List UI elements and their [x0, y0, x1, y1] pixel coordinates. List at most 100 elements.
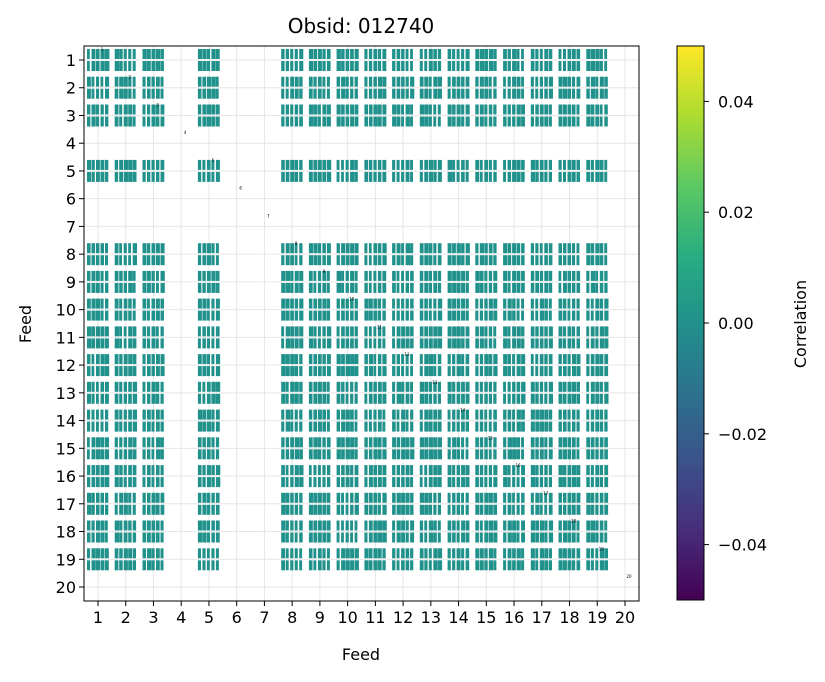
heatmap-cell — [336, 282, 341, 293]
heatmap-cell — [396, 504, 401, 515]
heatmap-cell — [160, 159, 165, 170]
heatmap-cell — [341, 61, 345, 71]
heatmap-cell — [350, 421, 354, 432]
heatmap-cell — [382, 437, 387, 448]
heatmap-cell — [202, 76, 207, 87]
heatmap-cell — [410, 465, 414, 476]
heatmap-cell — [364, 409, 368, 420]
heatmap-cell — [535, 354, 539, 365]
heatmap-cell — [345, 393, 349, 404]
y-tick-label: 17 — [56, 495, 76, 514]
heatmap-cell — [475, 437, 479, 448]
heatmap-cell — [512, 366, 516, 377]
heatmap-cell — [364, 76, 368, 87]
heatmap-cell — [392, 437, 396, 448]
heatmap-cell — [382, 326, 386, 337]
heatmap-cell — [281, 366, 286, 377]
heatmap-cell — [604, 116, 608, 127]
heatmap-cell — [507, 477, 511, 488]
heatmap-cell — [516, 477, 520, 488]
heatmap-cell — [354, 104, 359, 115]
heatmap-cell — [576, 548, 581, 559]
heatmap-cell — [202, 366, 207, 377]
heatmap-cell — [530, 421, 535, 432]
heatmap-cell — [604, 393, 609, 404]
heatmap-cell — [437, 354, 442, 365]
heatmap-cell — [317, 270, 322, 281]
diagonal-label: 19 — [599, 546, 605, 551]
heatmap-cell — [294, 88, 299, 99]
heatmap-cell — [586, 298, 590, 309]
diagonal-label: 2 — [128, 75, 131, 80]
heatmap-cell — [308, 560, 313, 571]
heatmap-cell — [350, 548, 355, 559]
heatmap-cell — [322, 104, 327, 115]
heatmap-cell — [424, 88, 429, 99]
x-axis-label: Feed — [342, 645, 380, 664]
diagonal-label: 8 — [295, 241, 298, 246]
heatmap-cell — [461, 465, 466, 476]
heatmap-cell — [479, 159, 483, 170]
heatmap-cell — [484, 548, 488, 559]
heatmap-cell — [392, 504, 396, 515]
heatmap-cell — [105, 437, 109, 448]
y-tick-label: 10 — [56, 301, 76, 320]
heatmap-cell — [281, 520, 286, 531]
heatmap-cell — [461, 243, 465, 254]
heatmap-cell — [151, 270, 155, 281]
heatmap-cell — [322, 270, 327, 281]
heatmap-cell — [516, 560, 521, 571]
heatmap-cell — [100, 393, 105, 404]
heatmap-cell — [281, 88, 285, 99]
heatmap-cell — [345, 270, 349, 281]
heatmap-cell — [354, 310, 358, 321]
heatmap-cell — [521, 255, 525, 266]
heatmap-cell — [322, 159, 327, 170]
heatmap-cell — [590, 532, 596, 543]
heatmap-cell — [322, 560, 326, 571]
heatmap-cell — [507, 61, 511, 71]
heatmap-cell — [87, 298, 91, 309]
heatmap-cell — [215, 282, 220, 293]
diagonal-label: 3 — [156, 102, 159, 107]
heatmap-cell — [484, 49, 488, 59]
heatmap-cell — [202, 255, 207, 266]
heatmap-cell — [484, 88, 489, 99]
heatmap-cell — [590, 354, 595, 365]
heatmap-cell — [317, 548, 322, 559]
heatmap-cell — [132, 492, 136, 503]
heatmap-cell — [461, 520, 466, 531]
heatmap-cell — [465, 437, 469, 448]
heatmap-cell — [558, 504, 562, 515]
heatmap-cell — [290, 492, 294, 503]
heatmap-cell — [392, 492, 396, 503]
heatmap-cell — [368, 381, 373, 392]
heatmap-cell — [586, 116, 591, 127]
heatmap-cell — [377, 560, 382, 571]
heatmap-cell — [341, 381, 345, 392]
heatmap-cell — [563, 338, 567, 349]
heatmap-cell — [354, 548, 359, 559]
heatmap-cell — [535, 326, 539, 337]
heatmap-cell — [419, 492, 425, 503]
x-tick-label: 6 — [232, 608, 242, 627]
heatmap-cell — [410, 76, 415, 87]
heatmap-cell — [424, 504, 429, 515]
heatmap-cell — [599, 326, 605, 337]
heatmap-cell — [313, 326, 317, 337]
heatmap-cell — [132, 354, 137, 365]
heatmap-cell — [96, 159, 100, 170]
heatmap-cell — [572, 409, 576, 420]
heatmap-cell — [521, 338, 525, 349]
heatmap-cell — [382, 310, 386, 321]
heatmap-cell — [521, 310, 524, 321]
heatmap-cell — [479, 116, 484, 127]
heatmap-cell — [215, 532, 220, 543]
heatmap-cell — [128, 393, 132, 404]
heatmap-cell — [595, 338, 599, 349]
heatmap-cell — [114, 104, 119, 115]
heatmap-cell — [410, 88, 415, 99]
heatmap-cell — [156, 437, 161, 448]
heatmap-cell — [419, 437, 425, 448]
heatmap-cell — [345, 116, 350, 127]
